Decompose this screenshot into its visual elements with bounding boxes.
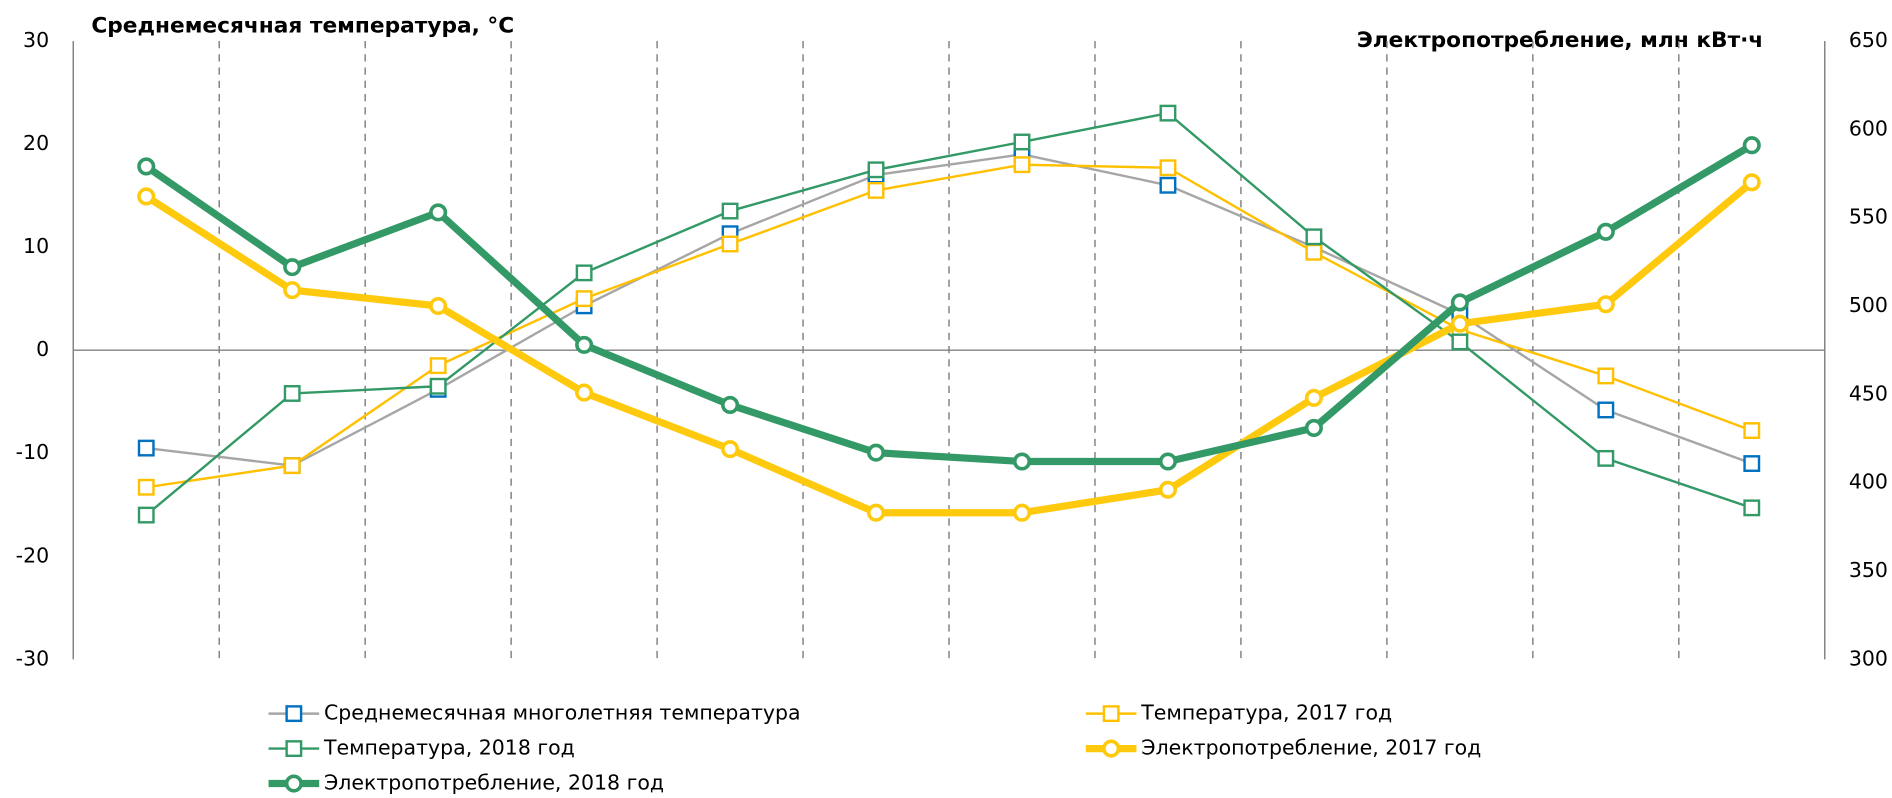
legend-label: Температура, 2017 год (1140, 701, 1392, 725)
point (866, 503, 886, 522)
point (283, 281, 302, 300)
point (429, 203, 448, 222)
point (1012, 452, 1032, 471)
y2-tick-label: 300 (1849, 646, 1888, 670)
legend-marker (285, 705, 303, 723)
y2-tick-label: 600 (1849, 116, 1888, 140)
point (1450, 314, 1469, 333)
series-line (145, 111, 1753, 517)
point (1013, 156, 1031, 174)
point (575, 335, 594, 354)
series-line (144, 142, 1754, 466)
legend-label: Температура, 2018 год (323, 736, 575, 760)
series-line (146, 153, 1753, 467)
point (1305, 243, 1323, 261)
series-line (146, 163, 1753, 489)
point (429, 357, 447, 375)
legend-label: Среднемесячная многолетняя температура (324, 701, 801, 725)
point (1450, 293, 1469, 312)
point (1597, 401, 1615, 419)
series-line (144, 179, 1755, 517)
point (866, 443, 886, 462)
y-tick-label: 0 (36, 337, 49, 361)
y-tick-label: 20 (23, 131, 49, 155)
point (429, 377, 447, 395)
chart-title: Среднемесячная температура, °C (91, 14, 514, 39)
point (283, 385, 301, 402)
legend-label: Электропотребление, 2017 год (1141, 736, 1481, 760)
point (867, 161, 885, 179)
point (137, 187, 156, 206)
point (721, 202, 739, 220)
point (137, 506, 155, 524)
point (283, 258, 302, 277)
y2-tick-label: 650 (1849, 28, 1888, 52)
point (1596, 222, 1615, 241)
y-tick-label: -30 (16, 646, 49, 670)
point (1743, 499, 1761, 517)
point (1304, 388, 1323, 407)
point (137, 157, 156, 176)
point (575, 383, 594, 402)
point (1597, 367, 1615, 385)
point (1012, 503, 1032, 522)
point (137, 478, 155, 496)
point (721, 440, 740, 459)
y-tick-label: -20 (16, 543, 49, 567)
point (1743, 455, 1761, 472)
y-tick-label: 10 (23, 234, 49, 258)
point (1743, 422, 1761, 440)
point (137, 439, 155, 457)
legend-marker (1102, 739, 1121, 758)
point (1158, 452, 1177, 471)
point (1742, 173, 1761, 192)
y2-tick-label: 550 (1849, 205, 1888, 229)
point (575, 290, 593, 308)
point (1159, 176, 1177, 194)
point (1451, 333, 1469, 351)
y-tick-label: -10 (16, 440, 49, 464)
point (1742, 136, 1761, 155)
legend-marker (1102, 705, 1120, 723)
y2-tick-label: 400 (1849, 470, 1888, 494)
point (1159, 104, 1177, 122)
legend-marker (285, 740, 303, 758)
point (1159, 159, 1177, 177)
point (1596, 295, 1615, 314)
legend-marker (284, 774, 303, 793)
y2-tick-label: 350 (1849, 558, 1888, 582)
y2-title: Электропотребление, млн кВт·ч (1357, 28, 1763, 53)
point (1597, 449, 1615, 467)
point (429, 296, 448, 316)
point (283, 457, 301, 475)
point (867, 181, 885, 199)
point (1304, 418, 1323, 437)
y-tick-label: 30 (23, 28, 49, 52)
legend-label: Электропотребление, 2018 год (324, 771, 664, 795)
point (721, 235, 739, 253)
point (1158, 480, 1177, 499)
point (1013, 133, 1031, 151)
point (575, 264, 593, 282)
y2-tick-label: 500 (1849, 293, 1888, 317)
point (721, 395, 740, 414)
y2-tick-label: 450 (1849, 381, 1888, 405)
point (1305, 228, 1323, 246)
